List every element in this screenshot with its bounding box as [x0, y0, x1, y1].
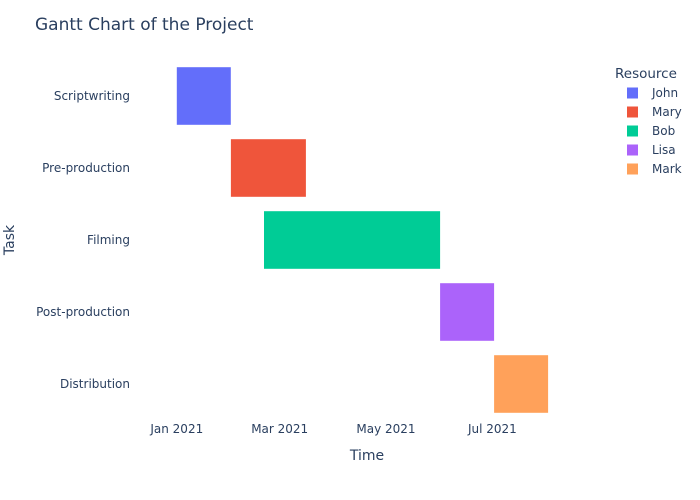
x-tick-label: May 2021: [356, 422, 415, 436]
y-tick-label: Scriptwriting: [54, 89, 130, 103]
gantt-bar-filming: [264, 211, 441, 269]
x-tick-label: Mar 2021: [251, 422, 308, 436]
y-axis-title: Task: [2, 224, 18, 256]
gantt-bar-post-production: [440, 283, 495, 341]
legend-swatch-mark: [627, 163, 638, 175]
legend-items: John Mary Bob Lisa Mark: [627, 86, 682, 176]
gantt-bar-distribution: [494, 355, 549, 413]
x-axis-ticks: Jan 2021 Mar 2021 May 2021 Jul 2021: [149, 422, 516, 436]
legend: Resource John Mary Bob Lisa Mark: [615, 66, 682, 176]
legend-label-john: John: [651, 86, 678, 100]
y-axis-ticks: Scriptwriting Pre-production Filming Post-p…: [36, 89, 130, 391]
legend-label-mark: Mark: [652, 162, 682, 176]
gantt-bar-scriptwriting: [176, 67, 231, 125]
x-tick-label: Jan 2021: [149, 422, 203, 436]
legend-swatch-mary: [627, 106, 638, 118]
y-tick-label: Post-production: [36, 305, 130, 319]
y-tick-label: Pre-production: [42, 161, 130, 175]
legend-label-lisa: Lisa: [652, 143, 676, 157]
y-tick-label: Distribution: [60, 377, 130, 391]
legend-title: Resource: [615, 66, 677, 82]
legend-swatch-bob: [627, 125, 638, 137]
chart-title: Gantt Chart of the Project: [35, 15, 254, 35]
legend-swatch-lisa: [627, 144, 638, 156]
x-tick-label: Jul 2021: [467, 422, 517, 436]
legend-swatch-john: [627, 87, 638, 99]
bars-layer: [176, 67, 549, 413]
gantt-bar-pre-production: [230, 139, 306, 197]
y-tick-label: Filming: [87, 233, 130, 247]
legend-label-bob: Bob: [652, 124, 675, 138]
x-axis-title: Time: [349, 448, 384, 464]
legend-label-mary: Mary: [652, 105, 682, 119]
